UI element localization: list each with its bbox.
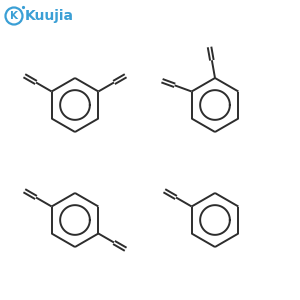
Text: K: K	[10, 11, 18, 21]
Text: Kuujia: Kuujia	[25, 9, 74, 23]
